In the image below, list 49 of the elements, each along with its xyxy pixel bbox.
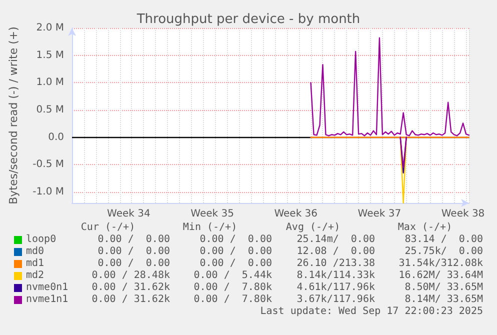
legend-label: md0 — [26, 246, 44, 258]
y-tick-label: 1.5 M — [36, 50, 64, 61]
text: 31.54k/312.08k — [398, 258, 483, 270]
legend-label: nvme1n1 — [26, 294, 68, 306]
text: 26.10 /213.38 — [296, 258, 375, 270]
text: 25.75k/ 0.00 — [404, 246, 483, 258]
text: 0.00 / 31.62k — [92, 282, 170, 294]
legend-label: md2 — [26, 270, 44, 282]
y-tick-label: 0.5 M — [36, 104, 64, 116]
text: 0.00 / 7.80k — [194, 294, 272, 306]
text: 25.14m/ 0.00 — [296, 234, 375, 246]
text: 12.08 / 0.00 — [296, 246, 375, 258]
text: 16.62M/ 33.64M — [398, 270, 483, 282]
text: 8.14k/114.33k — [296, 270, 375, 282]
x-tick-label: Week 38 — [441, 208, 485, 220]
text: 83.14 / 0.00 — [404, 234, 483, 246]
text: 0.00 / 5.44k — [194, 270, 272, 282]
text: 0.00 / 28.48k — [92, 270, 170, 282]
x-tick-label: Week 34 — [107, 208, 150, 220]
x-tick-label: Week 36 — [274, 208, 318, 220]
text: 0.00 / 0.00 — [200, 246, 272, 258]
x-tick-label: Week 35 — [190, 208, 234, 220]
text: 0.00 / 31.62k — [92, 294, 170, 306]
chart-title: Throughput per device - by month — [136, 12, 360, 27]
y-tick-label: 2.0 M — [36, 22, 64, 34]
text: 0.00 / 0.00 — [98, 246, 170, 258]
text: 0.00 / 7.80k — [194, 282, 272, 294]
x-tick-label: Week 37 — [358, 208, 402, 220]
legend-label: loop0 — [26, 234, 56, 246]
y-axis-title: Bytes/second read (-) / write (+) — [7, 26, 20, 204]
text: 4.61k/117.96k — [296, 282, 375, 294]
text: 0.00 / 0.00 — [200, 234, 272, 246]
y-tick-label: -1.0 M — [32, 186, 64, 198]
legend-label: nvme0n1 — [26, 282, 68, 294]
text: 0.00 / 0.00 — [98, 258, 170, 270]
text: Cur (-/+) — [80, 222, 136, 234]
text: 0.00 / 0.00 — [200, 258, 272, 270]
text: 8.50M/ 33.65M — [404, 282, 483, 294]
y-tick-label: 0.0 — [48, 132, 64, 143]
legend-label: md1 — [26, 258, 44, 270]
text: Max (-/+) — [396, 222, 454, 234]
text: Last update: Wed Sep 17 22:00:23 2025 — [260, 306, 483, 318]
y-tick-label: 1.0 M — [36, 77, 64, 88]
text: 0.00 / 0.00 — [98, 234, 170, 246]
y-tick-label: -0.5 M — [32, 159, 64, 170]
text: 3.67k/117.96k — [296, 294, 375, 306]
text: Min (-/+) — [182, 222, 238, 234]
text: Avg (-/+) — [284, 222, 342, 234]
text: 8.14M/ 33.65M — [404, 294, 483, 306]
